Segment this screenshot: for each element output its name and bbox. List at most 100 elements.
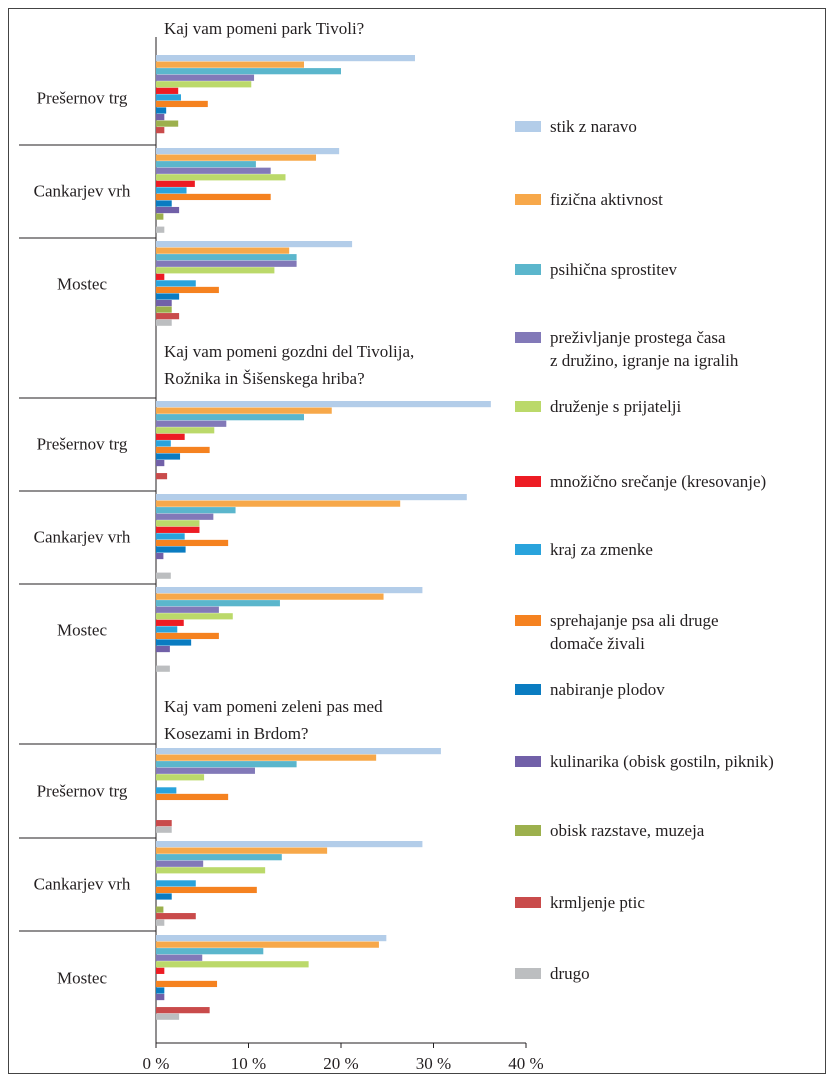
bar: [156, 919, 165, 926]
group-label: Cankarjev vrh: [34, 528, 131, 547]
bar: [156, 433, 185, 440]
bar: [156, 500, 401, 507]
bar: [156, 533, 185, 540]
bar: [156, 867, 266, 874]
bar: [156, 55, 415, 62]
legend-label: z družino, igranje na igralih: [550, 351, 739, 370]
bar: [156, 107, 167, 114]
bar: [156, 526, 200, 533]
bar: [156, 507, 236, 514]
bar: [156, 546, 186, 553]
legend-swatch: [515, 615, 541, 626]
legend-label: fizična aktivnost: [550, 190, 663, 209]
bar: [156, 260, 297, 267]
bar: [156, 161, 256, 168]
legend-swatch: [515, 897, 541, 908]
bar: [156, 906, 164, 913]
legend-label: kraj za zmenke: [550, 540, 653, 559]
legend-swatch: [515, 264, 541, 275]
bar: [156, 273, 165, 280]
bar: [156, 494, 467, 501]
bar: [156, 632, 219, 640]
legend-label: krmljenje ptic: [550, 893, 645, 912]
bar: [156, 254, 297, 261]
bar: [156, 552, 164, 560]
bar: [156, 572, 171, 579]
bar: [156, 127, 165, 134]
bar: [156, 113, 165, 121]
panel-title: Kaj vam pomeni zeleni pas med: [164, 697, 383, 716]
group-label: Prešernov trg: [37, 89, 128, 108]
legend-label: množično srečanje (kresovanje): [550, 472, 766, 491]
bar: [156, 841, 423, 848]
bar: [156, 913, 196, 920]
bar: [156, 226, 165, 233]
bar: [156, 606, 219, 613]
figure-frame: [8, 8, 826, 1074]
bar: [156, 793, 229, 801]
bar: [156, 427, 215, 434]
bar: [156, 313, 180, 320]
bar: [156, 774, 205, 781]
legend-label: obisk razstave, muzeja: [550, 821, 705, 840]
bar: [156, 120, 179, 127]
bar: [156, 993, 165, 1001]
bar: [156, 613, 233, 620]
legend-label: stik z naravo: [550, 117, 637, 136]
group-label: Prešernov trg: [37, 782, 128, 801]
bar: [156, 593, 384, 600]
bar: [156, 267, 275, 274]
bar: [156, 180, 195, 187]
bar: [156, 280, 196, 287]
bar: [156, 886, 257, 894]
bar: [156, 826, 172, 833]
legend-label: nabiranje plodov: [550, 680, 665, 699]
bar: [156, 767, 255, 774]
bar: [156, 619, 184, 626]
bar: [156, 820, 172, 827]
bar: [156, 440, 171, 447]
x-tick-label: 0 %: [143, 1054, 170, 1073]
bar: [156, 100, 208, 108]
group-label: Prešernov trg: [37, 435, 128, 454]
bar: [156, 473, 168, 480]
bar: [156, 941, 379, 948]
legend-swatch: [515, 194, 541, 205]
bar: [156, 459, 165, 467]
x-tick-label: 30 %: [416, 1054, 451, 1073]
legend-label: druženje s prijatelji: [550, 397, 682, 416]
legend-swatch: [515, 756, 541, 767]
bar: [156, 446, 210, 454]
bar: [156, 61, 304, 68]
legend-swatch: [515, 968, 541, 979]
legend-label: kulinarika (obisk gostiln, piknik): [550, 752, 774, 771]
legend-label: preživljanje prostega časa: [550, 328, 726, 347]
bar: [156, 167, 271, 174]
legend-swatch: [515, 476, 541, 487]
bar: [156, 81, 252, 88]
bar: [156, 193, 271, 201]
group-label: Cankarjev vrh: [34, 875, 131, 894]
bar: [156, 787, 177, 794]
bar: [156, 174, 286, 181]
bar: [156, 645, 170, 653]
bar: [156, 954, 203, 961]
bar: [156, 587, 423, 594]
legend-swatch: [515, 825, 541, 836]
bar: [156, 154, 317, 161]
legend-swatch: [515, 121, 541, 132]
bar: [156, 74, 255, 81]
bar: [156, 748, 441, 755]
group-label: Mostec: [57, 275, 108, 294]
bar: [156, 639, 192, 646]
bar: [156, 247, 290, 254]
panel-title: Kaj vam pomeni park Tivoli?: [164, 19, 364, 38]
bar: [156, 513, 214, 520]
bar: [156, 600, 280, 607]
bar: [156, 407, 332, 414]
bar: [156, 200, 172, 207]
bar: [156, 187, 187, 194]
panel-title: Kosezami in Brdom?: [164, 724, 308, 743]
x-tick-label: 40 %: [508, 1054, 543, 1073]
